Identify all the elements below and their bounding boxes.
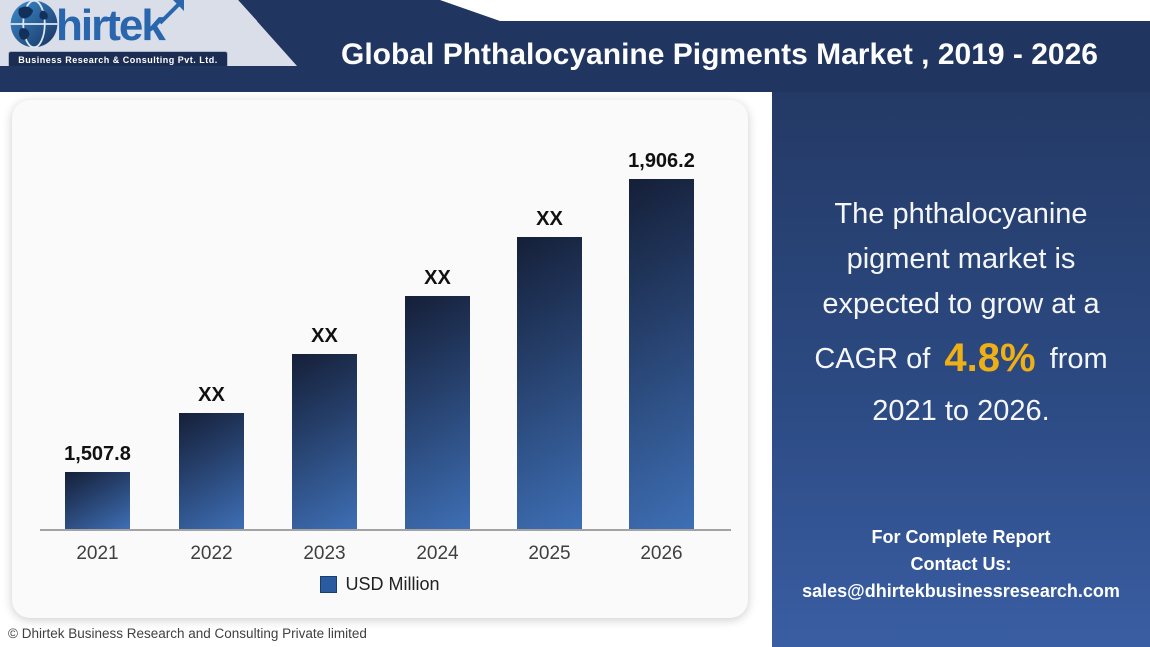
legend-label: USD Million bbox=[345, 574, 440, 594]
bar-value-label: XX bbox=[424, 267, 451, 289]
x-axis-label: 2025 bbox=[528, 543, 571, 564]
bar-value-label: XX bbox=[198, 384, 225, 406]
bar-value-label: XX bbox=[311, 325, 338, 347]
contact-line-1: For Complete Report bbox=[871, 527, 1051, 547]
headline-line: expected to grow at a bbox=[822, 287, 1100, 320]
x-axis-label: 2021 bbox=[76, 543, 119, 564]
logo-tagline: Business Research & Consulting Pvt. Ltd. bbox=[8, 51, 228, 66]
bar-value-label: XX bbox=[536, 208, 563, 230]
cagr-post: from bbox=[1049, 342, 1108, 375]
cagr-line: CAGR of 4.8% from bbox=[782, 327, 1140, 389]
globe-icon bbox=[8, 0, 60, 55]
headline-line: The phthalocyanine bbox=[834, 198, 1088, 230]
contact-line-2: Contact Us: bbox=[910, 554, 1012, 574]
contact-email: sales@dhirtekbusinessresearch.com bbox=[802, 581, 1120, 601]
side-panel: The phthalocyanine pigment market is exp… bbox=[772, 92, 1150, 647]
legend-swatch-icon bbox=[320, 576, 338, 593]
page-title: Global Phthalocyanine Pigments Market , … bbox=[341, 38, 1098, 71]
arrow-up-icon bbox=[156, 0, 186, 32]
bar-2025 bbox=[517, 237, 582, 529]
panel-headline: The phthalocyanine pigment market is exp… bbox=[782, 192, 1140, 434]
logo-wordmark: hirtek bbox=[56, 1, 166, 50]
chart-legend: USD Million bbox=[12, 574, 748, 595]
bar-2021 bbox=[65, 472, 130, 529]
x-axis-label: 2024 bbox=[416, 543, 459, 564]
copyright-text: © Dhirtek Business Research and Consulti… bbox=[8, 626, 367, 641]
headline-line: 2021 to 2026. bbox=[872, 394, 1050, 427]
cagr-value: 4.8% bbox=[944, 335, 1036, 380]
chart-card: 1,507.8 2021 XX 2022 XX 2023 XX 2024 XX 2025 1,906… bbox=[12, 100, 748, 618]
bar-2022 bbox=[179, 413, 244, 529]
logo-area: hirtek Business Research & Consulting Pv… bbox=[0, 0, 297, 66]
headline-line: pigment market is bbox=[846, 242, 1076, 275]
bar-2026 bbox=[629, 179, 694, 529]
x-axis-line bbox=[40, 529, 731, 531]
cagr-pre: CAGR of bbox=[814, 342, 931, 375]
contact-block: For Complete Report Contact Us: sales@dh… bbox=[776, 524, 1146, 605]
bar-2024 bbox=[405, 296, 470, 529]
bar-value-label: 1,906.2 bbox=[628, 150, 695, 172]
x-axis-label: 2023 bbox=[303, 543, 346, 564]
bar-value-label: 1,507.8 bbox=[64, 443, 131, 465]
x-axis-label: 2022 bbox=[190, 543, 233, 564]
x-axis-label: 2026 bbox=[640, 543, 683, 564]
bar-2023 bbox=[292, 354, 357, 529]
logo: hirtek Business Research & Consulting Pv… bbox=[8, 0, 238, 66]
